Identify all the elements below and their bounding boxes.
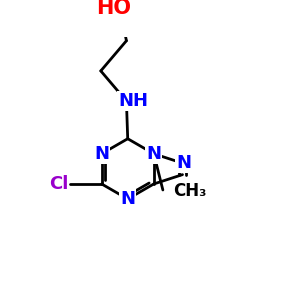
Text: N: N: [176, 154, 191, 172]
Text: N: N: [120, 190, 135, 208]
Text: CH₃: CH₃: [173, 182, 207, 200]
Text: HO: HO: [96, 0, 131, 18]
Text: N: N: [146, 145, 161, 163]
Text: NH: NH: [118, 92, 148, 110]
Text: Cl: Cl: [49, 175, 68, 193]
Text: N: N: [94, 145, 109, 163]
